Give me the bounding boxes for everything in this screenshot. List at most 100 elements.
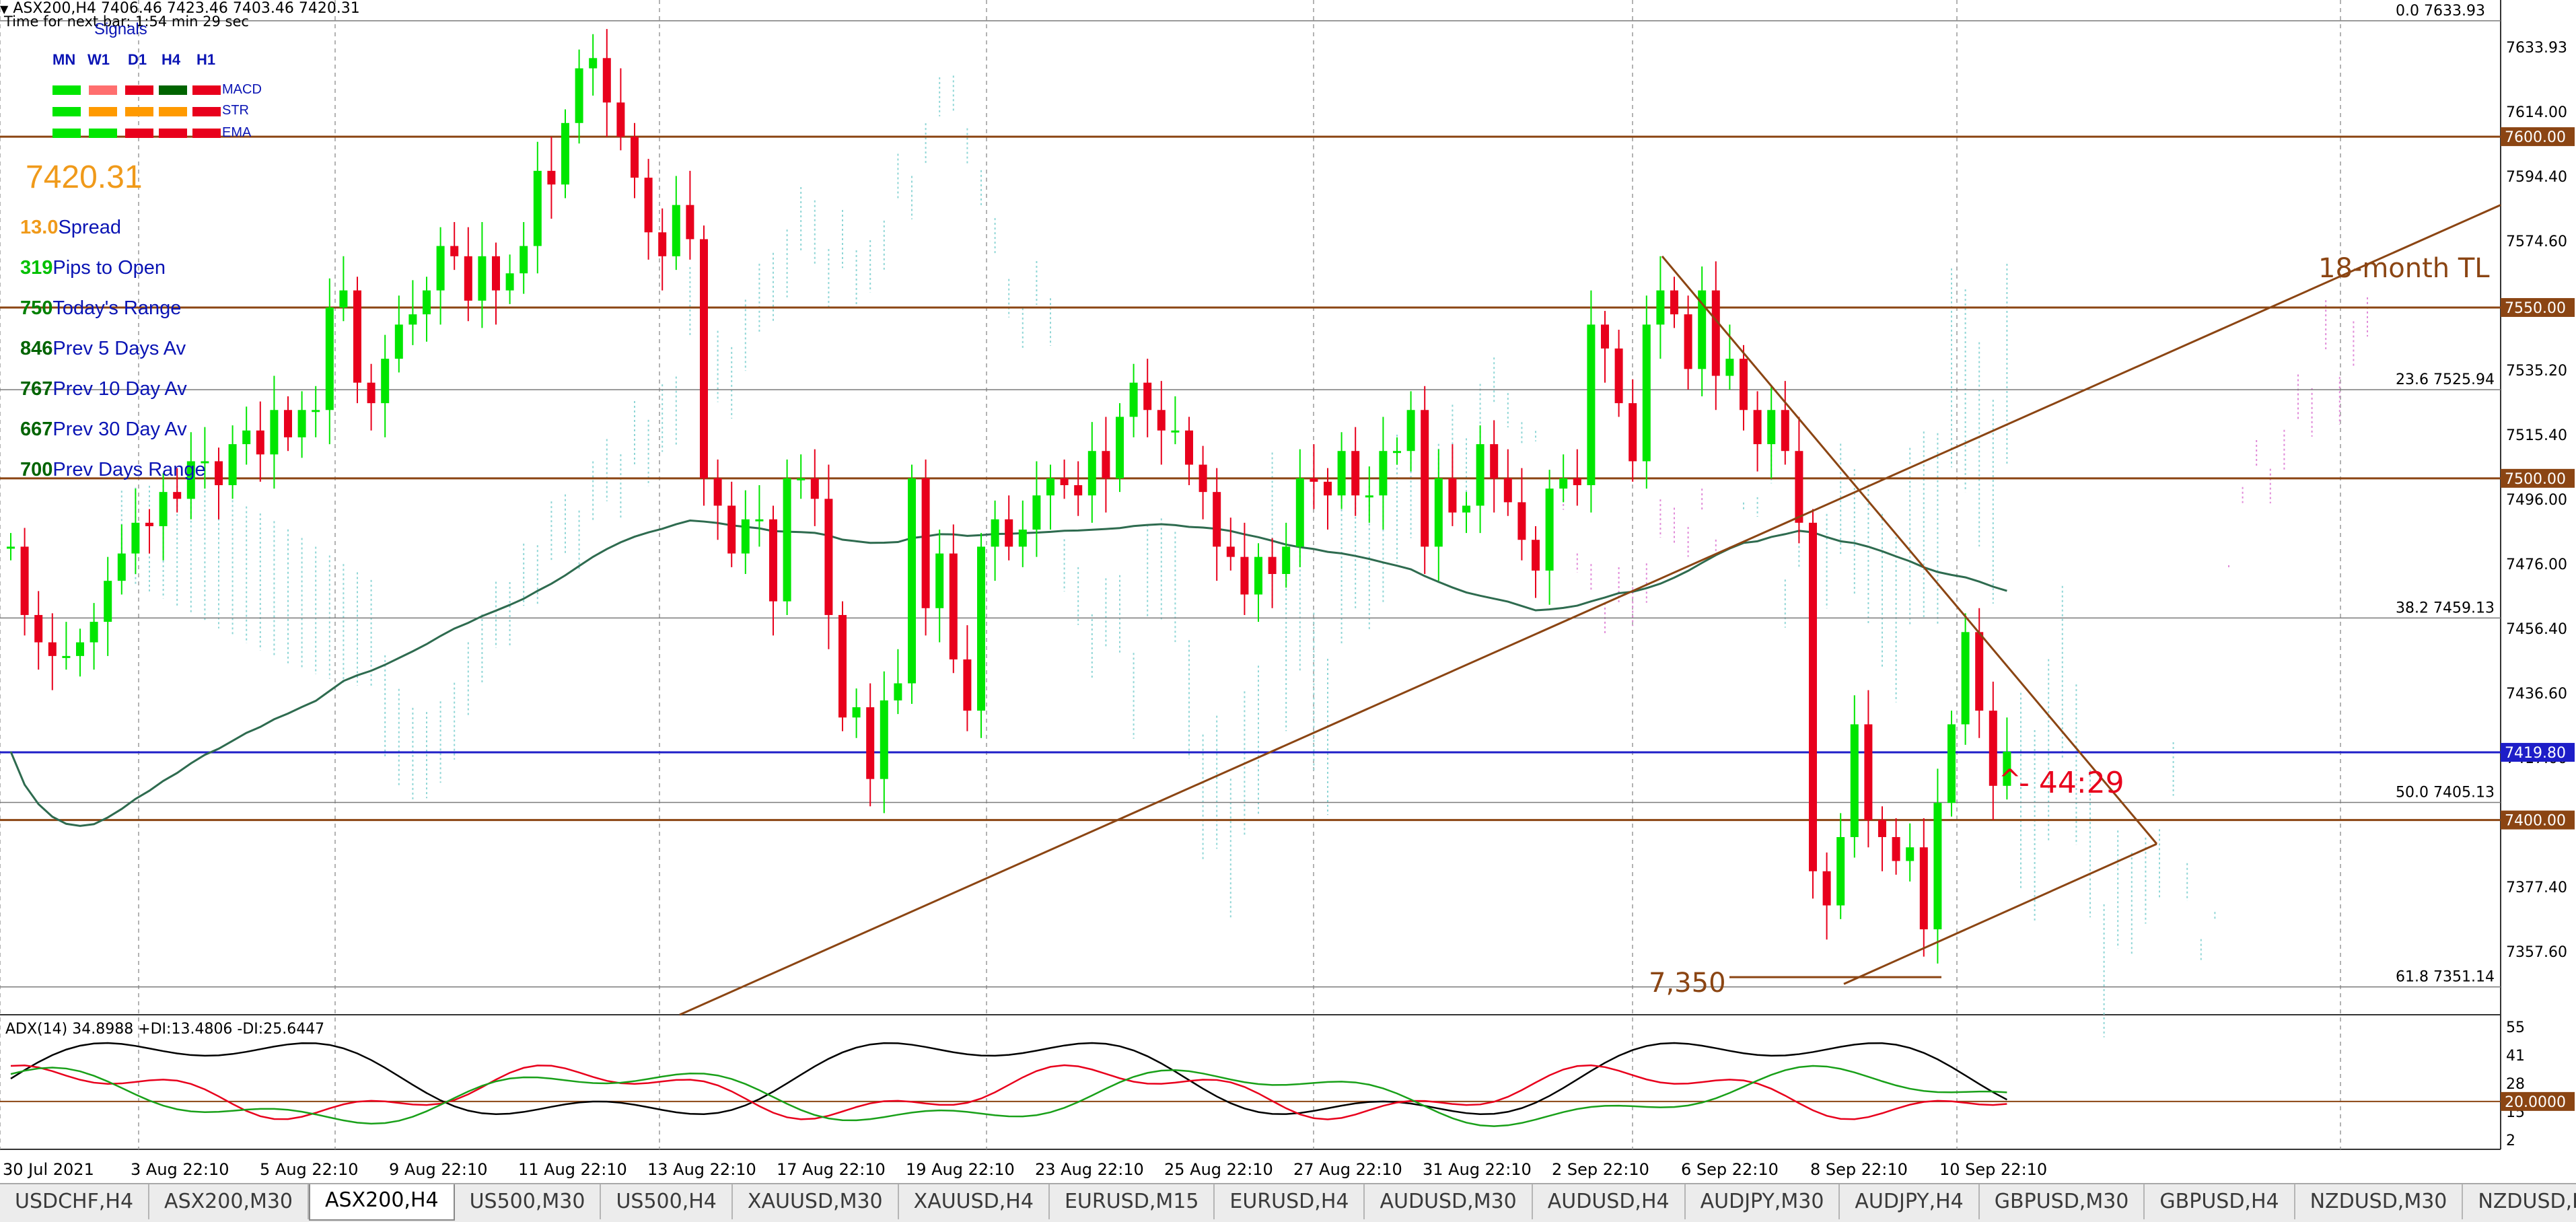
candle-body bbox=[755, 519, 764, 522]
horizontal-levels: 0.0 7633.93 23.6 7525.94 38.2 7459.13 50.0 … bbox=[0, 3, 2501, 988]
candle-body bbox=[547, 170, 556, 185]
candle-body bbox=[1157, 410, 1166, 431]
candle-body bbox=[783, 478, 791, 602]
symbol-ohlc: ASX200,H4 7406.46 7423.46 7403.46 7420.3… bbox=[13, 0, 360, 17]
candle-body bbox=[1421, 410, 1429, 547]
candle-body bbox=[1517, 502, 1526, 540]
candle-body bbox=[1601, 324, 1609, 349]
price-chart[interactable]: 0.0 7633.93 23.6 7525.94 38.2 7459.13 50.0 … bbox=[0, 0, 2576, 1183]
candle-body bbox=[713, 478, 722, 506]
candle-body bbox=[1919, 847, 1928, 930]
candle-body bbox=[672, 205, 680, 256]
chart-tab[interactable]: EURUSD,H4 bbox=[1215, 1184, 1365, 1219]
chart-tab[interactable]: XAUUSD,M30 bbox=[733, 1184, 899, 1219]
candle-body bbox=[131, 522, 140, 554]
candle-body bbox=[1351, 451, 1360, 496]
candle-body bbox=[145, 522, 153, 526]
candle-body bbox=[616, 102, 625, 137]
time-tick-label: 11 Aug 22:10 bbox=[518, 1160, 627, 1179]
candle-body bbox=[394, 324, 403, 359]
fib-label: 23.6 7525.94 bbox=[2396, 371, 2495, 388]
time-tick-label: 17 Aug 22:10 bbox=[777, 1160, 886, 1179]
candle-body bbox=[159, 492, 168, 526]
candle-body bbox=[700, 239, 708, 478]
adx-series bbox=[10, 1042, 2007, 1116]
candle-body bbox=[1629, 403, 1637, 462]
chart-tab[interactable]: AUDJPY,M30 bbox=[1686, 1184, 1840, 1219]
tf-h1: H1 bbox=[196, 51, 216, 68]
candle-body bbox=[284, 410, 292, 437]
candle-body bbox=[297, 410, 306, 437]
time-tick-label: 10 Sep 22:10 bbox=[1939, 1160, 2047, 1179]
candle-body bbox=[1434, 478, 1443, 547]
candlesticks bbox=[7, 29, 2011, 964]
ascending-trendline bbox=[679, 204, 2501, 1016]
signal-cell bbox=[52, 129, 81, 138]
chart-tab[interactable]: GBPUSD,H4 bbox=[2145, 1184, 2295, 1219]
candle-body bbox=[894, 683, 902, 700]
candle-body bbox=[797, 478, 806, 480]
str-label: STR bbox=[222, 103, 249, 118]
chart-tab[interactable]: GBPUSD,M30 bbox=[1980, 1184, 2145, 1219]
candle-body bbox=[1642, 324, 1651, 462]
time-tick-label: 3 Aug 22:10 bbox=[131, 1160, 229, 1179]
chart-tab[interactable]: XAUUSD,H4 bbox=[899, 1184, 1050, 1219]
price-tick-label: 7535.20 bbox=[2506, 363, 2567, 380]
time-tick-label: 31 Aug 22:10 bbox=[1423, 1160, 1532, 1179]
candle-body bbox=[1102, 451, 1110, 478]
candle-body bbox=[117, 553, 126, 581]
candle-body bbox=[1268, 556, 1277, 575]
price-tick-label: 7436.60 bbox=[2506, 686, 2567, 703]
tf-w1: W1 bbox=[87, 51, 110, 68]
candle-body bbox=[520, 246, 528, 274]
candle-body bbox=[1185, 430, 1193, 465]
candle-body bbox=[852, 707, 861, 718]
candle-body bbox=[353, 290, 361, 383]
chart-tab[interactable]: NZDUSD,H4 bbox=[2463, 1184, 2576, 1219]
candle-body bbox=[1795, 451, 1803, 523]
chart-tab[interactable]: US500,M30 bbox=[455, 1184, 602, 1219]
adx-series bbox=[10, 1064, 2007, 1120]
candle-body bbox=[1711, 290, 1720, 376]
price-tick-label: 7456.40 bbox=[2506, 621, 2567, 638]
candle-body bbox=[921, 478, 930, 608]
chart-tab[interactable]: AUDJPY,H4 bbox=[1840, 1184, 1980, 1219]
collapse-triangle-icon[interactable]: ▼ bbox=[0, 3, 9, 15]
stat-prev-10-day: 767Prev 10 Day Av bbox=[20, 378, 187, 400]
candle-body bbox=[1143, 382, 1152, 410]
stat-prev-30-day: 667Prev 30 Day Av bbox=[20, 419, 187, 440]
candle-body bbox=[325, 307, 334, 410]
price-tick-label: 7476.00 bbox=[2506, 556, 2567, 573]
adx-indicator bbox=[0, 1042, 2501, 1127]
candle-body bbox=[1310, 478, 1318, 482]
time-tick-label: 2 Sep 22:10 bbox=[1552, 1160, 1649, 1179]
candle-body bbox=[1324, 481, 1332, 496]
adx-tick-label: 55 bbox=[2506, 1019, 2525, 1036]
price-level-tag bbox=[2501, 468, 2575, 488]
candle-body bbox=[533, 170, 542, 246]
adx-tick-label: 41 bbox=[2506, 1048, 2525, 1065]
time-tick-label: 27 Aug 22:10 bbox=[1293, 1160, 1402, 1179]
signal-cell bbox=[89, 107, 117, 116]
chart-tab[interactable]: EURUSD,M15 bbox=[1050, 1184, 1215, 1219]
fib-label: 61.8 7351.14 bbox=[2396, 969, 2495, 986]
candle-body bbox=[186, 461, 195, 499]
candle-body bbox=[963, 659, 972, 711]
chart-tab[interactable]: AUDUSD,H4 bbox=[1533, 1184, 1686, 1219]
signal-cell bbox=[192, 85, 221, 95]
signal-cell bbox=[89, 85, 117, 95]
chart-tab[interactable]: ASX200,M30 bbox=[149, 1184, 310, 1219]
candle-body bbox=[492, 256, 500, 291]
candle-body bbox=[1171, 430, 1180, 433]
candle-body bbox=[631, 137, 639, 178]
candle-body bbox=[1018, 530, 1027, 547]
chart-tab[interactable]: US500,H4 bbox=[601, 1184, 733, 1219]
candle-body bbox=[727, 505, 736, 554]
chart-tab[interactable]: AUDUSD,M30 bbox=[1365, 1184, 1533, 1219]
chart-tab[interactable]: USDCHF,H4 bbox=[0, 1184, 150, 1219]
chart-tab[interactable]: NZDUSD,M30 bbox=[2295, 1184, 2464, 1219]
chart-tab[interactable]: ASX200,H4 bbox=[309, 1184, 455, 1221]
adx-tick-label: 2 bbox=[2506, 1133, 2515, 1149]
signal-cell bbox=[192, 129, 221, 138]
